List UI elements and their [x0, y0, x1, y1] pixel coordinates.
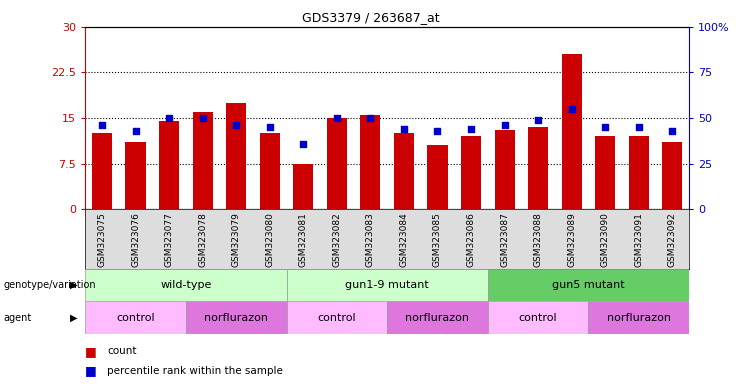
Text: GSM323089: GSM323089: [567, 212, 576, 267]
Bar: [125, 142, 145, 209]
Text: GSM323085: GSM323085: [433, 212, 442, 267]
Text: norflurazon: norflurazon: [205, 313, 268, 323]
Text: gun5 mutant: gun5 mutant: [552, 280, 625, 290]
Point: [163, 115, 175, 121]
Text: GSM323081: GSM323081: [299, 212, 308, 267]
Text: GSM323088: GSM323088: [534, 212, 542, 267]
Bar: [628, 136, 649, 209]
Bar: [428, 146, 448, 209]
Text: GSM323086: GSM323086: [467, 212, 476, 267]
Point: [130, 128, 142, 134]
Bar: [488, 269, 689, 301]
Text: control: control: [519, 313, 557, 323]
Text: GSM323080: GSM323080: [265, 212, 274, 267]
Bar: [85, 301, 186, 334]
Bar: [461, 136, 481, 209]
Text: GSM323092: GSM323092: [668, 212, 677, 267]
Bar: [287, 301, 387, 334]
Text: control: control: [318, 313, 356, 323]
Bar: [259, 133, 280, 209]
Text: genotype/variation: genotype/variation: [4, 280, 96, 290]
Bar: [588, 301, 689, 334]
Point: [431, 128, 443, 134]
Point: [331, 115, 343, 121]
Text: GSM323077: GSM323077: [165, 212, 173, 267]
Point: [566, 106, 578, 112]
Text: wild-type: wild-type: [160, 280, 211, 290]
Bar: [193, 112, 213, 209]
Text: ▶: ▶: [70, 280, 78, 290]
Point: [264, 124, 276, 130]
Bar: [327, 118, 347, 209]
Point: [633, 124, 645, 130]
Text: GSM323082: GSM323082: [333, 212, 342, 267]
Bar: [387, 301, 488, 334]
Point: [96, 122, 108, 128]
Point: [230, 122, 242, 128]
Text: GSM323084: GSM323084: [399, 212, 408, 267]
Text: GSM323091: GSM323091: [634, 212, 643, 267]
Bar: [488, 301, 588, 334]
Text: ■: ■: [85, 364, 97, 377]
Text: ▶: ▶: [70, 313, 78, 323]
Point: [666, 128, 678, 134]
Text: percentile rank within the sample: percentile rank within the sample: [107, 366, 283, 376]
Text: control: control: [116, 313, 155, 323]
Bar: [562, 54, 582, 209]
Bar: [595, 136, 615, 209]
Text: GSM323090: GSM323090: [601, 212, 610, 267]
Point: [499, 122, 511, 128]
Bar: [287, 269, 488, 301]
Bar: [360, 115, 380, 209]
Point: [297, 141, 309, 147]
Text: GSM323078: GSM323078: [198, 212, 207, 267]
Bar: [662, 142, 682, 209]
Bar: [92, 133, 112, 209]
Text: GSM323087: GSM323087: [500, 212, 509, 267]
Text: count: count: [107, 346, 137, 356]
Text: ■: ■: [85, 345, 97, 358]
Bar: [494, 130, 515, 209]
Bar: [85, 269, 287, 301]
Text: GSM323079: GSM323079: [232, 212, 241, 267]
Bar: [159, 121, 179, 209]
Bar: [226, 103, 246, 209]
Point: [196, 115, 208, 121]
Point: [398, 126, 410, 132]
Text: norflurazon: norflurazon: [405, 313, 470, 323]
Point: [599, 124, 611, 130]
Point: [465, 126, 477, 132]
Text: GSM323075: GSM323075: [98, 212, 107, 267]
Text: GSM323083: GSM323083: [366, 212, 375, 267]
Point: [532, 117, 544, 123]
Bar: [186, 301, 287, 334]
Text: GSM323076: GSM323076: [131, 212, 140, 267]
Bar: [528, 127, 548, 209]
Text: norflurazon: norflurazon: [607, 313, 671, 323]
Point: [365, 115, 376, 121]
Text: GDS3379 / 263687_at: GDS3379 / 263687_at: [302, 12, 439, 25]
Bar: [394, 133, 414, 209]
Text: gun1-9 mutant: gun1-9 mutant: [345, 280, 429, 290]
Text: agent: agent: [4, 313, 32, 323]
Bar: [293, 164, 313, 209]
